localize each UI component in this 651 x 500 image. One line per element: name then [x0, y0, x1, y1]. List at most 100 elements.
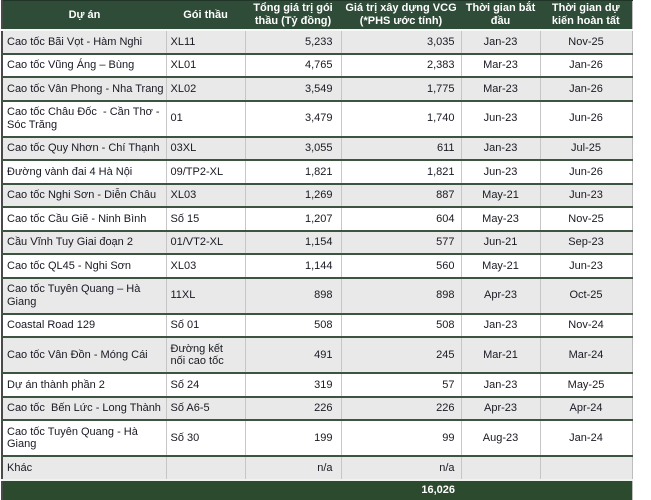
- cell-package: XL01: [166, 52, 246, 77]
- cell-package: 09/TP2-XL: [166, 159, 246, 184]
- cell-end: Jun-23: [540, 182, 632, 207]
- cell-start: Jan-23: [461, 372, 541, 397]
- cell-total_value: 3,055: [245, 135, 342, 160]
- column-header-package: Gói thầu: [166, 0, 245, 30]
- table-row: Cao tốc Vân Phong - Nha Trang XL02 3,549 1,…: [2, 76, 632, 101]
- cell-vcg_value: 245: [341, 336, 462, 373]
- cell-project: Cao tốc Nghi Sơn - Diễn Châu: [2, 182, 167, 207]
- cell-vcg_value: 3,035: [341, 29, 462, 54]
- cell-start: Mar-23: [461, 52, 541, 77]
- cell-vcg_value: 1,821: [341, 159, 462, 184]
- cell-start: Jan-23: [461, 29, 541, 54]
- cell-end: Jan-24: [540, 419, 632, 456]
- table-row: Dự án thành phần 2 Số 24 319 57 Jan-23 May-25: [2, 372, 632, 397]
- cell-package: 03XL: [166, 135, 246, 160]
- column-header-end: Thời gian dự kiến hoàn tất: [540, 0, 632, 30]
- table-row: Cao tốc Vũng Áng – Bùng XL01 4,765 2,383 Mar…: [2, 52, 632, 77]
- cell-project: Khác: [2, 455, 167, 480]
- cell-project: Cao tốc Cầu Giẽ - Ninh Bình: [2, 206, 167, 231]
- cell-total_value: 3,549: [245, 76, 342, 101]
- cell-total_value: 5,233: [245, 29, 342, 54]
- cell-start: Jan-23: [461, 135, 541, 160]
- cell-total_value: 226: [245, 395, 342, 420]
- cell-project: Cao tốc Tuyên Quang - Hà Giang: [2, 419, 167, 456]
- table-row: Cầu Vĩnh Tuy Giai đoạn 2 01/VT2-XL 1,154 57…: [2, 229, 632, 254]
- column-header-vcg_value: Giá trị xây dựng VCG (*PHS ước tính): [341, 0, 461, 30]
- column-header-total_value: Tổng giá trị gói thầu (Tỷ đồng): [245, 0, 341, 30]
- cell-package: XL11: [166, 29, 246, 54]
- header-row: Dự án Gói thầu Tổng giá trị gói thầu (Tỷ đ…: [2, 0, 632, 30]
- cell-end: Oct-25: [540, 276, 632, 314]
- cell-package: XL03: [166, 182, 246, 207]
- table-row: Cao tốc Bãi Vọt - Hàm Nghi XL11 5,233 3,035…: [2, 29, 632, 54]
- cell-project: Cao tốc Tuyên Quang – Hà Giang: [2, 276, 167, 314]
- cell-project: Cao tốc QL45 - Nghi Sơn: [2, 253, 167, 278]
- cell-project: Cao tốc Vân Đồn - Móng Cái: [2, 336, 167, 373]
- cell-end: Mar-24: [540, 336, 632, 373]
- table-header: Dự án Gói thầu Tổng giá trị gói thầu (Tỷ đ…: [2, 0, 632, 30]
- cell-total_value: 4,765: [245, 52, 342, 77]
- cell-total_value: 1,269: [245, 182, 342, 207]
- cell-vcg_value: 1,740: [341, 99, 462, 137]
- cell-end: [540, 455, 632, 480]
- cell-end: Jan-26: [540, 76, 632, 101]
- cell-project: Cầu Vĩnh Tuy Giai đoạn 2: [2, 229, 167, 254]
- cell-project: Đường vành đai 4 Hà Nội: [2, 159, 167, 184]
- total-row-empty-cell: [245, 478, 341, 500]
- cell-vcg_value: 560: [341, 253, 462, 278]
- table-row: Coastal Road 129 Số 01 508 508 Jan-23 Nov-24: [2, 312, 632, 337]
- table-row: Cao tốc Quy Nhơn - Chí Thạnh 03XL 3,055 611…: [2, 135, 632, 160]
- cell-total_value: 1,154: [245, 229, 342, 254]
- cell-package: Số 01: [166, 312, 246, 337]
- cell-start: Jun-23: [461, 99, 541, 137]
- table-row: Cao tốc Tuyên Quang - Hà Giang Số 30 199 99…: [2, 419, 632, 456]
- total-row-empty-cell: [166, 478, 245, 500]
- cell-end: Jun-23: [540, 253, 632, 278]
- cell-vcg_value: 57: [341, 372, 462, 397]
- cell-package: Số 24: [166, 372, 246, 397]
- total-row-empty-cell: [461, 478, 540, 500]
- cell-package: 11XL: [166, 276, 246, 314]
- cell-start: Apr-23: [461, 395, 541, 420]
- cell-total_value: 1,821: [245, 159, 342, 184]
- cell-end: Nov-25: [540, 206, 632, 231]
- cell-start: Jan-23: [461, 312, 541, 337]
- cell-package: Số 30: [166, 419, 246, 456]
- cell-end: May-25: [540, 372, 632, 397]
- table-row: Cao tốc Bến Lức - Long Thành Số A6-5 226 22…: [2, 395, 632, 420]
- table-row: Cao tốc Châu Đốc - Cần Thơ - Sóc Trăng 01…: [2, 99, 632, 137]
- cell-end: Jun-26: [540, 99, 632, 137]
- cell-vcg_value: 611: [341, 135, 462, 160]
- total-row-empty-cell: [540, 478, 632, 500]
- cell-vcg_value: 1,775: [341, 76, 462, 101]
- column-header-project: Dự án: [2, 0, 166, 30]
- cell-end: Apr-24: [540, 395, 632, 420]
- total-vcg-value: 16,026: [341, 478, 461, 500]
- total-row: 16,026: [2, 478, 632, 500]
- cell-package: Đường kết nối cao tốc: [166, 336, 246, 373]
- cell-vcg_value: 508: [341, 312, 462, 337]
- cell-start: May-21: [461, 182, 541, 207]
- cell-end: Jul-25: [540, 135, 632, 160]
- table-row: Cao tốc Cầu Giẽ - Ninh Bình Số 15 1,207 604…: [2, 206, 632, 231]
- cell-vcg_value: 898: [341, 276, 462, 314]
- table-row: Đường vành đai 4 Hà Nội 09/TP2-XL 1,821 1,8…: [2, 159, 632, 184]
- cell-start: Aug-23: [461, 419, 541, 456]
- cell-start: May-21: [461, 253, 541, 278]
- cell-project: Coastal Road 129: [2, 312, 167, 337]
- projects-table: Dự án Gói thầu Tổng giá trị gói thầu (Tỷ đ…: [1, 0, 633, 500]
- cell-total_value: 319: [245, 372, 342, 397]
- cell-end: Jun-26: [540, 159, 632, 184]
- cell-vcg_value: 99: [341, 419, 462, 456]
- cell-vcg_value: 604: [341, 206, 462, 231]
- cell-vcg_value: 577: [341, 229, 462, 254]
- cell-vcg_value: n/a: [341, 455, 462, 480]
- cell-start: Jun-23: [461, 159, 541, 184]
- cell-project: Cao tốc Châu Đốc - Cần Thơ - Sóc Trăng: [2, 99, 167, 137]
- cell-start: Jun-21: [461, 229, 541, 254]
- cell-start: Apr-23: [461, 276, 541, 314]
- cell-vcg_value: 2,383: [341, 52, 462, 77]
- cell-end: Sep-23: [540, 229, 632, 254]
- cell-total_value: 3,479: [245, 99, 342, 137]
